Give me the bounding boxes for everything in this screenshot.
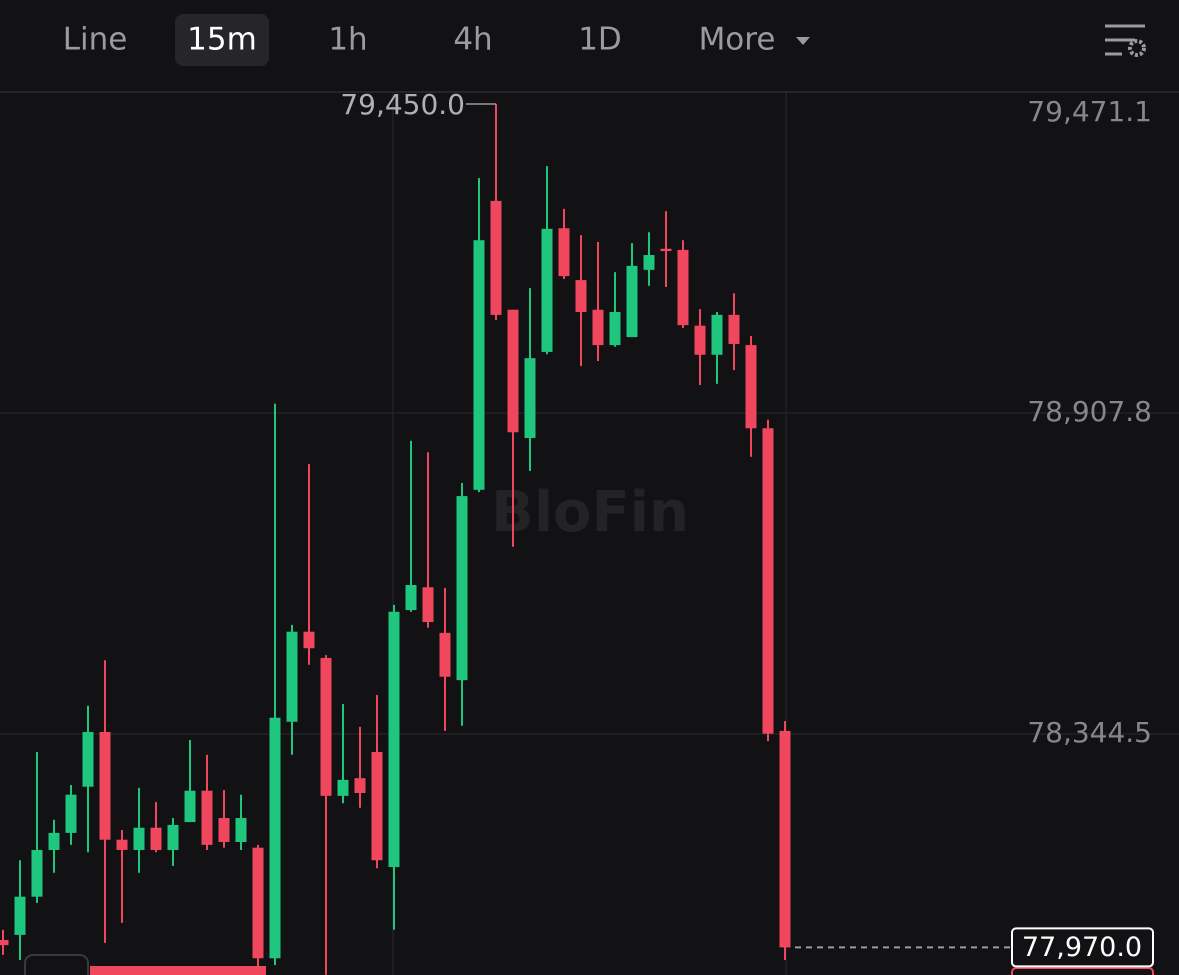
candle-body: [711, 314, 723, 355]
interval-tab[interactable]: 1h: [328, 22, 367, 58]
price-axis-label: 78,344.5: [1027, 716, 1152, 749]
candle-body: [592, 309, 604, 346]
candle-body: [201, 790, 213, 845]
candle-body: [99, 732, 111, 840]
last-price-box: [1011, 927, 1154, 968]
price-tag: [1011, 967, 1154, 975]
candle-body: [762, 428, 774, 734]
candle-body: [558, 228, 570, 277]
interval-tab[interactable]: Line: [63, 22, 128, 58]
price-axis-label: 78,907.8: [1027, 395, 1152, 428]
interval-tab[interactable]: 4h: [453, 22, 492, 58]
candle-body: [354, 778, 366, 793]
icon-gear: [1128, 39, 1146, 57]
candle-body: [575, 280, 587, 313]
candle-body: [286, 631, 298, 722]
candle-body: [728, 314, 740, 344]
candle-body: [456, 496, 468, 681]
candle-body: [626, 265, 638, 338]
candle-body: [116, 839, 128, 850]
candle-body: [660, 248, 672, 252]
candle-body: [14, 896, 26, 935]
interval-tab[interactable]: 15m: [187, 22, 257, 58]
candle-body: [337, 779, 349, 796]
last-price-label: 77,970.0: [1022, 932, 1142, 963]
candle-body: [0, 940, 9, 946]
dropdown-arrow: [796, 37, 810, 45]
candle-body: [541, 228, 553, 352]
candle-body: [694, 325, 706, 355]
candle-body: [269, 717, 281, 959]
candle-body: [422, 587, 434, 623]
candle-body: [184, 790, 196, 823]
interval-tab[interactable]: More: [699, 22, 776, 58]
interval-tab[interactable]: 1D: [578, 22, 622, 58]
candle-body: [48, 832, 60, 850]
candle-body: [609, 312, 621, 346]
candle-body: [133, 827, 145, 850]
candle-body: [388, 611, 400, 868]
candle-body: [303, 631, 315, 649]
candle-body: [31, 849, 43, 897]
high-marker-label: 79,450.0: [340, 88, 465, 121]
candle-body: [473, 240, 485, 490]
interval-tabs: Line 15m 1h 4h 1D More: [63, 14, 810, 66]
candle-body: [439, 632, 451, 677]
candle-body: [490, 200, 502, 315]
settings-icon[interactable]: [1105, 24, 1146, 57]
candle-body: [65, 794, 77, 833]
candle-body: [405, 584, 417, 611]
tool-button[interactable]: [24, 954, 89, 975]
candle-body: [150, 827, 162, 850]
active-tab-bg: [175, 14, 269, 66]
candle-body: [507, 309, 519, 433]
price-axis-label: 79,471.1: [1027, 95, 1152, 128]
candle-body: [371, 751, 383, 861]
candle-body: [82, 732, 94, 787]
candle-body: [167, 824, 179, 850]
candle-body: [218, 818, 230, 842]
candle-body: [252, 847, 264, 959]
candle-body: [320, 657, 332, 796]
position-bar: [90, 966, 266, 975]
watermark: BloFin: [491, 480, 689, 545]
candle-body: [643, 255, 655, 270]
candle-body: [524, 358, 536, 438]
candle-body: [779, 730, 791, 948]
candle-body: [235, 818, 247, 842]
candle-body: [677, 249, 689, 326]
candle-body: [745, 345, 757, 429]
